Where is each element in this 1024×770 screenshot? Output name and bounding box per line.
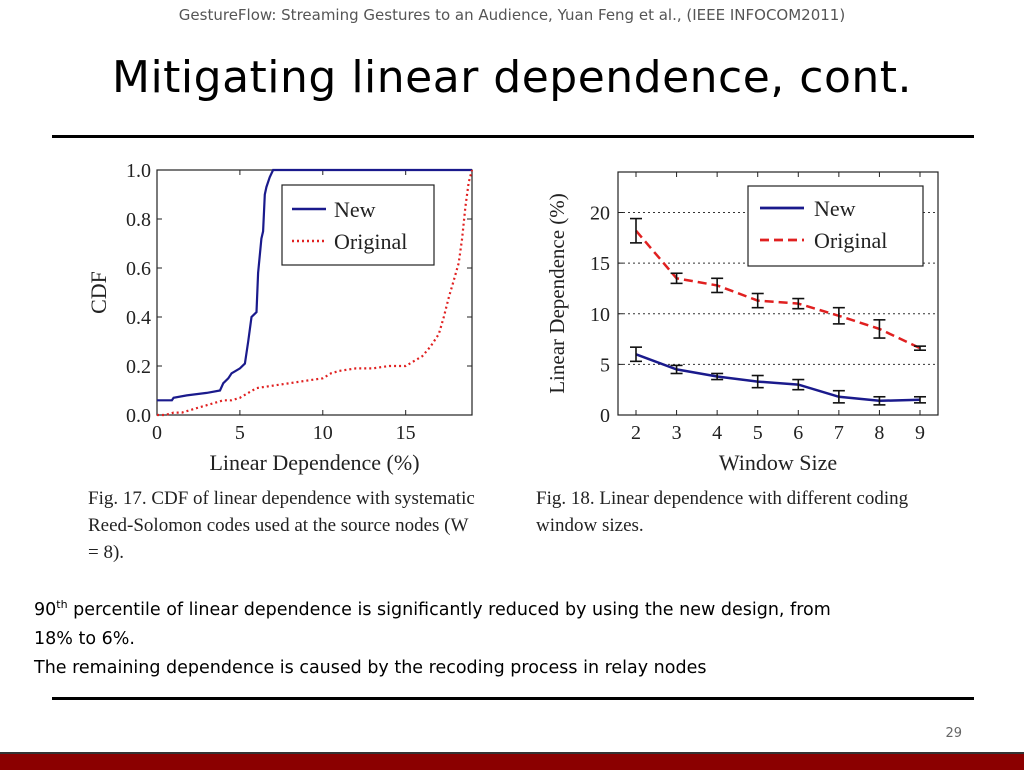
plot-frame (617, 171, 939, 416)
y-tick-label: 10 (590, 304, 610, 326)
body-line-2: The remaining dependence is caused by th… (34, 657, 707, 678)
y-tick-label: 0.2 (126, 356, 151, 378)
series-line-new (157, 168, 472, 402)
slide-body: 90th percentile of linear dependence is … (34, 590, 864, 683)
y-tick-label: 20 (590, 203, 610, 225)
x-tick-label: 0 (152, 422, 162, 444)
y-tick-label: 0.8 (126, 209, 151, 231)
top-divider (52, 135, 974, 138)
x-tick-label: 8 (874, 422, 884, 444)
page-number: 29 (945, 726, 962, 741)
x-tick-label: 15 (396, 422, 416, 444)
y-tick-label: 0.6 (126, 258, 151, 280)
y-axis-label: Linear Dependence (%) (545, 193, 569, 394)
body-line-1-prefix: 90 (34, 599, 57, 620)
x-axis-label: Linear Dependence (%) (209, 450, 419, 475)
x-tick-label: 7 (834, 422, 844, 444)
legend-label: New (814, 196, 856, 221)
figure-caption: Fig. 18. Linear dependence with differen… (536, 488, 908, 536)
x-tick-label: 3 (672, 422, 682, 444)
y-tick-label: 0 (600, 405, 610, 427)
body-line-1-rest: percentile of linear dependence is signi… (34, 599, 831, 649)
cdf-chart: 0.0 0.2 0.4 0.6 0.8 1.0 0 5 10 15 Linear Dependenc… (86, 160, 475, 563)
x-tick-label: 4 (712, 422, 722, 444)
bottom-divider (52, 697, 974, 700)
body-line-1-sup: th (56, 598, 68, 611)
y-tick-label: 1.0 (126, 160, 151, 182)
x-tick-label: 5 (235, 422, 245, 444)
slide-header: GestureFlow: Streaming Gestures to an Au… (178, 6, 846, 24)
figure-caption: Fig. 17. CDF of linear dependence with s… (88, 488, 475, 563)
x-axis-label: Window Size (719, 450, 837, 475)
y-axis-label: CDF (86, 271, 111, 314)
series-line-original (157, 169, 474, 417)
legend-box (747, 185, 924, 267)
y-tick-label: 0.0 (126, 405, 151, 427)
body-line-1: 90th percentile of linear dependence is … (34, 590, 864, 654)
slide-title: Mitigating linear dependence, cont. (111, 52, 913, 103)
y-tick-label: 0.4 (126, 307, 151, 329)
y-tick-label: 15 (590, 253, 610, 275)
x-tick-label: 6 (793, 422, 803, 444)
window-size-chart: 0 5 10 15 20 2 3 4 5 6 7 8 9 Window Size Linear Depend… (536, 171, 939, 536)
legend-label: Original (334, 229, 407, 254)
x-tick-label: 5 (753, 422, 763, 444)
legend-label: New (334, 197, 376, 222)
series-line-new (635, 353, 921, 403)
y-tick-label: 5 (600, 354, 610, 376)
figure-18: 0 5 10 15 20 2 3 4 5 6 7 8 9 Window Size Linear Depend… (530, 150, 950, 570)
legend-label: Original (814, 228, 887, 253)
x-tick-label: 9 (915, 422, 925, 444)
x-tick-label: 2 (631, 422, 641, 444)
footer-bar (0, 752, 1024, 770)
legend-box (281, 184, 435, 266)
figure-17: 0.0 0.2 0.4 0.6 0.8 1.0 0 5 10 15 Linear Dependenc… (82, 150, 482, 570)
x-tick-label: 10 (313, 422, 333, 444)
